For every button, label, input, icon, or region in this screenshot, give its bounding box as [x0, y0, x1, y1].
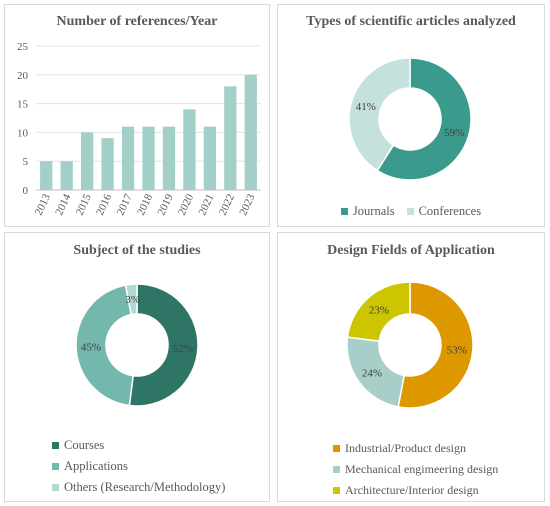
- legend-label: Conferences: [418, 204, 482, 218]
- y-tick-label: 25: [17, 41, 29, 53]
- slice-value-label: 45%: [81, 341, 101, 353]
- legend-swatch: [406, 208, 414, 215]
- legend-swatch: [333, 487, 340, 494]
- donut-chart: 53% 24% 23%: [346, 281, 474, 409]
- donut-slice: [128, 283, 199, 407]
- bar: [121, 126, 135, 190]
- legend-item: Courses: [52, 435, 225, 456]
- x-tick-label: 2018: [135, 192, 155, 217]
- x-tick-label: 2013: [33, 192, 53, 217]
- chart-title: Types of scientific articles analyzed: [306, 14, 516, 29]
- bar: [224, 86, 237, 190]
- legend-label: Architecture/Interior design: [345, 483, 479, 497]
- x-tick-label: 2020: [176, 192, 196, 217]
- chart-title: Number of references/Year: [56, 14, 218, 29]
- legend-label: Courses: [64, 438, 105, 452]
- legend-item: Architecture/Interior design: [333, 480, 498, 501]
- chart-title: Subject of the studies: [73, 243, 201, 258]
- chart-panel-study-subjects: Subject of the studies 52% 45% 3% Courses …: [4, 232, 270, 502]
- donut-slice: [397, 281, 474, 409]
- donut-chart: 52% 45% 3%: [75, 283, 199, 407]
- y-tick-label: 15: [17, 99, 29, 111]
- bar: [162, 126, 176, 190]
- legend-item: Journals: [340, 204, 395, 219]
- legend-swatch: [333, 466, 340, 473]
- slice-value-label: 59%: [444, 127, 464, 139]
- chart-legend: Industrial/Product design Mechanical eng…: [333, 438, 498, 501]
- legend-swatch: [340, 208, 348, 215]
- bar: [244, 74, 257, 190]
- bar: [40, 161, 53, 190]
- legend-label: Mechanical engimeering design: [345, 462, 499, 476]
- slice-value-label: 41%: [356, 101, 376, 113]
- chart-panel-article-types: Types of scientific articles analyzed 59…: [277, 4, 545, 227]
- donut-slice: [346, 281, 411, 342]
- legend-item: Conferences: [406, 204, 482, 219]
- x-tick-label: 2015: [74, 192, 94, 217]
- bar: [183, 109, 196, 190]
- bar: [101, 138, 114, 190]
- y-tick-label: 0: [23, 185, 29, 197]
- legend-swatch: [333, 445, 340, 452]
- slice-value-label: 24%: [362, 368, 382, 380]
- legend-label: Industrial/Product design: [345, 441, 466, 455]
- legend-item: Mechanical engimeering design: [333, 459, 498, 480]
- legend-swatch: [52, 484, 59, 491]
- bar: [203, 126, 216, 190]
- chart-legend: Courses Applications Others (Research/Me…: [52, 435, 225, 498]
- donut-slice: [124, 283, 138, 316]
- donut-chart: 59% 41%: [348, 57, 472, 181]
- slice-value-label: 3%: [125, 294, 140, 306]
- legend-item: Others (Research/Methodology): [52, 477, 225, 498]
- legend-item: Industrial/Product design: [333, 438, 498, 459]
- bar: [142, 126, 155, 190]
- x-tick-label: 2021: [196, 192, 216, 217]
- x-tick-label: 2023: [237, 192, 257, 217]
- chart-legend: Journals Conferences: [278, 204, 544, 219]
- legend-label: Others (Research/Methodology): [64, 480, 226, 494]
- x-tick-label: 2019: [156, 192, 176, 217]
- chart-title: Design Fields of Application: [327, 243, 495, 258]
- donut-slice: [348, 57, 411, 172]
- legend-swatch: [52, 463, 59, 470]
- y-tick-label: 5: [23, 156, 29, 168]
- x-tick-label: 2022: [217, 192, 237, 217]
- legend-label: Journals: [352, 204, 395, 218]
- chart-panel-design-fields: Design Fields of Application 53% 24% 23% I…: [277, 232, 545, 502]
- x-tick-label: 2014: [53, 192, 73, 217]
- chart-panel-references-per-year: Number of references/Year 0 5 10 15 20 25 2013…: [4, 4, 270, 227]
- x-tick-label: 2017: [115, 192, 135, 217]
- donut-slice: [376, 57, 472, 181]
- x-tick-label: 2016: [94, 192, 114, 217]
- legend-item: Applications: [52, 456, 225, 477]
- donut-slice: [75, 284, 134, 407]
- bar: [60, 161, 73, 190]
- slice-value-label: 52%: [173, 343, 193, 355]
- y-tick-label: 10: [17, 127, 29, 139]
- legend-swatch: [52, 442, 59, 449]
- legend-label: Applications: [64, 459, 128, 473]
- slice-value-label: 53%: [447, 344, 467, 356]
- bar: [81, 132, 94, 190]
- slice-value-label: 23%: [369, 305, 389, 317]
- y-tick-label: 20: [17, 70, 29, 82]
